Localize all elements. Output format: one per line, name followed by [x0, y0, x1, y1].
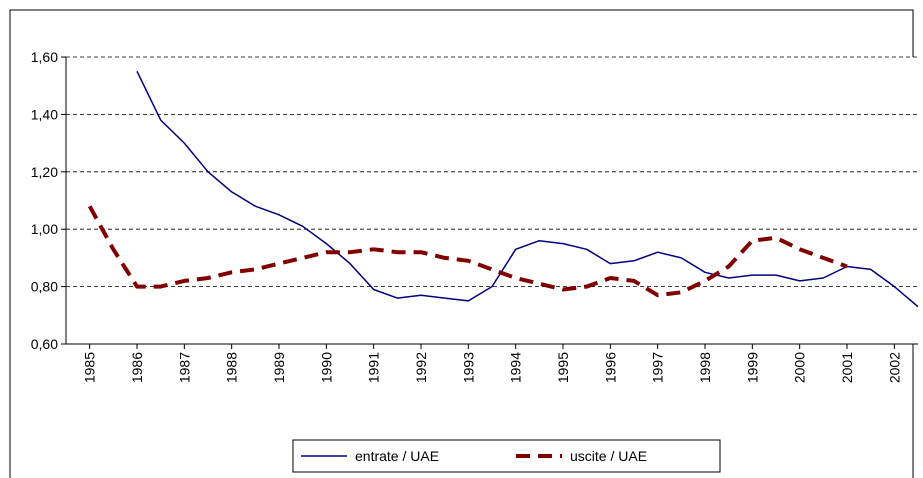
- legend: entrate / UAE uscite / UAE: [292, 439, 721, 473]
- y-tick-label: 0,80: [31, 279, 58, 295]
- y-tick-label: 1,40: [31, 106, 58, 122]
- series-line: [87, 205, 848, 298]
- y-tick-label: 1,20: [31, 164, 58, 180]
- x-tick-label: 2002: [886, 352, 902, 383]
- y-tick-label: 1,00: [31, 221, 58, 237]
- x-tick-label: 2000: [792, 352, 808, 383]
- y-tick-label: 1,60: [31, 49, 58, 65]
- x-tick-label: 1998: [697, 352, 713, 383]
- x-tick-label: 1994: [508, 352, 524, 383]
- x-tick-label: 1995: [555, 352, 571, 383]
- series-line: [136, 70, 919, 308]
- x-tick-label: 1985: [82, 352, 98, 383]
- x-tick-label: 1992: [413, 352, 429, 383]
- legend-label: entrate / UAE: [355, 448, 439, 464]
- x-tick-label: 1991: [366, 352, 382, 383]
- x-tick-label: 1988: [224, 352, 240, 383]
- x-tick-label: 1990: [318, 352, 334, 383]
- x-tick-label: 1993: [460, 352, 476, 383]
- x-tick-label: 1987: [176, 352, 192, 383]
- plot-area: [66, 57, 918, 344]
- x-tick-label: 1996: [602, 352, 618, 383]
- x-tick-label: 1997: [650, 352, 666, 383]
- y-tick-label: 0,60: [31, 336, 58, 352]
- x-tick-label: 1999: [744, 352, 760, 383]
- x-tick-label: 1989: [271, 352, 287, 383]
- x-tick-label: 2001: [839, 352, 855, 383]
- x-tick-label: 1986: [129, 352, 145, 383]
- legend-box: [292, 439, 721, 473]
- legend-label: uscite / UAE: [570, 448, 647, 464]
